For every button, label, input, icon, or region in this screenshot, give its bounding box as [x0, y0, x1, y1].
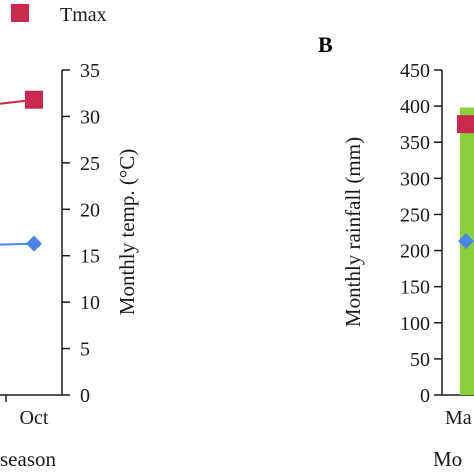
rain-y-axis-title: Monthly rainfall (mm)	[341, 137, 365, 327]
legend-label-tmax: Tmax	[60, 4, 107, 26]
temperature-chart: 0 5 10 15 20 25 30 35 Oct season Monthly temp. …	[0, 60, 139, 471]
temp-y-tick-label: 0	[80, 385, 90, 407]
temp-x-axis-title: season	[0, 447, 56, 471]
legend-swatch-tmax	[11, 4, 29, 22]
rain-y-tick-label: 250	[400, 204, 430, 226]
rain-y-tick-label: 200	[400, 241, 430, 263]
temp-y-tick-label: 10	[80, 292, 100, 314]
rain-y-tick-label: 350	[400, 132, 430, 154]
temp-y-tick-label: 5	[80, 339, 90, 361]
rain-point	[458, 233, 474, 250]
rain-x-axis-title: Mo	[433, 447, 462, 471]
panel-label-b: B	[318, 32, 333, 57]
temp-point	[26, 235, 42, 252]
temp-y-tick-label: 20	[80, 199, 100, 221]
temp-x-tick-label: Oct	[20, 407, 49, 429]
temp-y-tick-label: 25	[80, 153, 100, 175]
rain-y-tick-label: 150	[400, 277, 430, 299]
legend: Tmax	[11, 4, 107, 26]
rain-y-tick-label: 450	[400, 60, 430, 82]
rain-y-tick-label: 400	[400, 96, 430, 118]
rain-y-tick-label: 300	[400, 168, 430, 190]
rain-y-tick-label: 50	[410, 349, 430, 371]
rain-y-tick-label: 0	[420, 385, 430, 407]
temp-y-tick-label: 35	[80, 60, 100, 82]
temp-y-tick-label: 30	[80, 106, 100, 128]
rainfall-chart: B 0 50 100 150 200 250 300 350 400 450 Ma Mo Mont…	[318, 32, 474, 471]
rain-bar	[460, 107, 474, 396]
temp-y-tick-label: 15	[80, 246, 100, 268]
rain-point	[457, 115, 474, 134]
temp-point	[25, 90, 43, 109]
rain-y-tick-label: 100	[400, 313, 430, 335]
temp-y-axis-title: Monthly temp. (°C)	[115, 149, 139, 315]
rain-x-tick-label: Ma	[445, 407, 472, 429]
